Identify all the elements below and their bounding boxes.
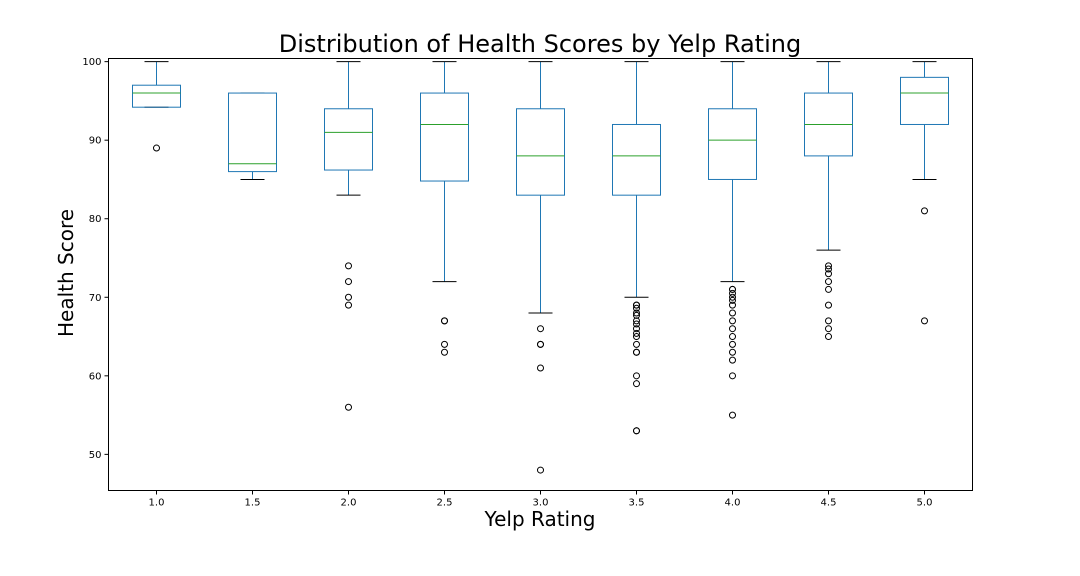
- outlier-point: [921, 207, 928, 215]
- outlier-point: [441, 340, 448, 348]
- outlier-point: [345, 278, 352, 286]
- box: [324, 108, 373, 171]
- box: [516, 108, 565, 196]
- outlier-point: [729, 317, 736, 325]
- x-tick-label: 3.5: [629, 498, 645, 509]
- outlier-point: [825, 278, 832, 286]
- y-axis-label: Health Score: [54, 209, 78, 337]
- axes-frame: [108, 58, 973, 491]
- outlier-point: [537, 340, 544, 348]
- outlier-point: [345, 293, 352, 301]
- outlier-point: [729, 296, 736, 304]
- outlier-point: [633, 333, 640, 341]
- outlier-point: [729, 333, 736, 341]
- outlier-point: [345, 403, 352, 411]
- y-tick-label: 50: [89, 450, 102, 461]
- outlier-point: [729, 301, 736, 309]
- outlier-point: [825, 301, 832, 309]
- y-tick-label: 100: [82, 57, 101, 68]
- outlier-point: [729, 293, 736, 301]
- outlier-point: [729, 348, 736, 356]
- outlier-point: [633, 311, 640, 319]
- x-tick-label: 2.0: [341, 498, 357, 509]
- x-tick-label: 4.5: [821, 498, 837, 509]
- x-tick-label: 1.0: [149, 498, 165, 509]
- chart-title: Distribution of Health Scores by Yelp Ra…: [279, 30, 801, 58]
- outlier-point: [537, 364, 544, 372]
- outlier-point: [153, 144, 160, 152]
- x-tick-label: 2.5: [437, 498, 453, 509]
- outlier-point: [345, 301, 352, 309]
- y-tick-label: 90: [89, 136, 102, 147]
- outlier-point: [633, 372, 640, 380]
- outlier-point: [729, 411, 736, 419]
- box: [612, 123, 661, 196]
- y-tick-label: 70: [89, 293, 102, 304]
- outlier-point: [633, 320, 640, 328]
- outlier-point: [633, 427, 640, 435]
- outlier-point: [729, 285, 736, 293]
- outlier-point: [825, 270, 832, 278]
- outlier-point: [345, 262, 352, 270]
- outlier-point: [825, 265, 832, 273]
- plot-area: 50 60 70 80 90 100 1.0 1.5 2.0 2.5 3.0 3.5 4.0 4.5 5.0: [82, 57, 949, 509]
- outlier-point: [633, 325, 640, 333]
- outlier-point: [729, 309, 736, 317]
- outlier-point: [825, 285, 832, 293]
- box: [420, 92, 469, 182]
- x-tick-label: 3.0: [533, 498, 549, 509]
- outlier-point: [729, 340, 736, 348]
- outlier-point: [921, 317, 928, 325]
- outlier-point: [633, 309, 640, 317]
- outlier-point: [633, 304, 640, 312]
- x-tick-label: 4.0: [725, 498, 741, 509]
- outlier-point: [537, 466, 544, 474]
- outlier-point: [633, 329, 640, 337]
- x-axis-label: Yelp Rating: [484, 507, 596, 531]
- y-tick-label: 60: [89, 371, 102, 382]
- outlier-point: [825, 333, 832, 341]
- outlier-point: [441, 317, 448, 325]
- outlier-point: [441, 348, 448, 356]
- outlier-point: [729, 372, 736, 380]
- box: [900, 76, 949, 125]
- outlier-point: [633, 340, 640, 348]
- outlier-point: [825, 262, 832, 270]
- outlier-point: [633, 348, 640, 356]
- outlier-point: [729, 356, 736, 364]
- outlier-point: [729, 325, 736, 333]
- outlier-point: [633, 317, 640, 325]
- outlier-point: [825, 317, 832, 325]
- box: [228, 92, 277, 173]
- box: [132, 84, 181, 108]
- x-tick-label: 5.0: [917, 498, 933, 509]
- box: [708, 108, 757, 180]
- y-tick-label: 80: [89, 214, 102, 225]
- x-tick-label: 1.5: [245, 498, 261, 509]
- outlier-point: [633, 380, 640, 388]
- outlier-point: [729, 289, 736, 297]
- outlier-point: [825, 325, 832, 333]
- outlier-point: [633, 301, 640, 309]
- outlier-point: [537, 325, 544, 333]
